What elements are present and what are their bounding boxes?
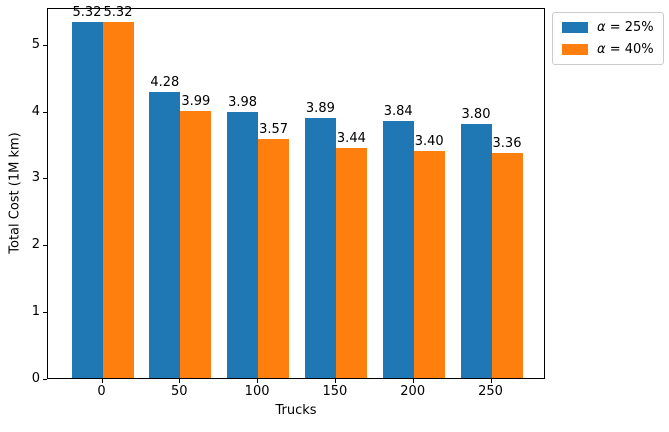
- x-tick-mark: [490, 379, 492, 383]
- bar-value-label: 3.40: [414, 133, 444, 149]
- y-tick-label: 1: [31, 304, 40, 320]
- bar-series-0-cat-0: [71, 22, 103, 378]
- bar-value-label: 5.32: [72, 5, 102, 21]
- y-axis-label: Total Cost (1M km): [7, 132, 23, 254]
- bar-series-1-cat-150: [335, 148, 367, 378]
- bar-value-label: 3.84: [383, 104, 413, 120]
- bar-series-1-cat-0: [102, 22, 134, 378]
- legend-label: α = 25%: [597, 20, 654, 35]
- plot-area: 5.32 5.32 4.28 3.99 3.98 3.57 3.89 3.44 3.84 3.40…: [47, 5, 545, 379]
- legend-item-series-1: α = 40%: [562, 42, 654, 57]
- bar-value-label: 3.44: [336, 131, 366, 147]
- y-tick-mark: [43, 44, 47, 46]
- bar-value-label: 3.89: [305, 100, 335, 116]
- bar-value-label: 3.36: [492, 136, 522, 152]
- y-tick-mark: [43, 312, 47, 314]
- bar-series-0-cat-100: [227, 111, 259, 378]
- bar-series-0-cat-50: [149, 91, 181, 378]
- x-axis-label: Trucks: [275, 403, 317, 418]
- bar-series-0-cat-150: [304, 117, 336, 378]
- bar-series-1-cat-50: [180, 111, 212, 378]
- x-tick-mark: [101, 379, 103, 383]
- x-tick-label: 0: [97, 384, 106, 399]
- bar-value-label: 5.32: [103, 5, 133, 21]
- x-tick-label: 100: [244, 384, 270, 399]
- bar-series-1-cat-200: [413, 150, 445, 378]
- x-tick-mark: [257, 379, 259, 383]
- y-tick-mark: [43, 379, 47, 380]
- y-tick-label: 2: [31, 237, 40, 253]
- bar-value-label: 3.57: [259, 122, 289, 138]
- y-tick-mark: [43, 178, 47, 180]
- bar-series-0-cat-200: [382, 121, 414, 378]
- legend-swatch-icon: [562, 22, 588, 33]
- y-tick-label: 0: [31, 371, 40, 386]
- bar-value-label: 3.98: [228, 94, 258, 110]
- legend: α = 25% α = 40%: [552, 12, 664, 65]
- x-tick-mark: [179, 379, 181, 383]
- legend-item-series-0: α = 25%: [562, 20, 654, 35]
- y-tick-label: 5: [31, 36, 40, 52]
- y-tick-label: 3: [31, 170, 40, 186]
- y-tick-mark: [43, 111, 47, 113]
- y-tick-label: 4: [31, 103, 40, 119]
- y-tick-mark: [43, 245, 47, 247]
- legend-swatch-icon: [562, 44, 588, 55]
- x-tick-label: 150: [322, 384, 348, 399]
- bar-series-1-cat-100: [258, 139, 290, 378]
- legend-label: α = 40%: [597, 42, 654, 57]
- bar-series-0-cat-250: [460, 123, 492, 378]
- bar-value-label: 3.80: [461, 106, 491, 122]
- bar-series-1-cat-250: [491, 153, 523, 378]
- x-tick-mark: [334, 379, 336, 383]
- x-tick-label: 250: [478, 384, 503, 399]
- x-tick-label: 200: [400, 384, 426, 399]
- bar-value-label: 3.99: [181, 94, 211, 110]
- x-tick-label: 50: [171, 384, 188, 399]
- bar-value-label: 4.28: [150, 74, 180, 90]
- x-tick-mark: [412, 379, 414, 383]
